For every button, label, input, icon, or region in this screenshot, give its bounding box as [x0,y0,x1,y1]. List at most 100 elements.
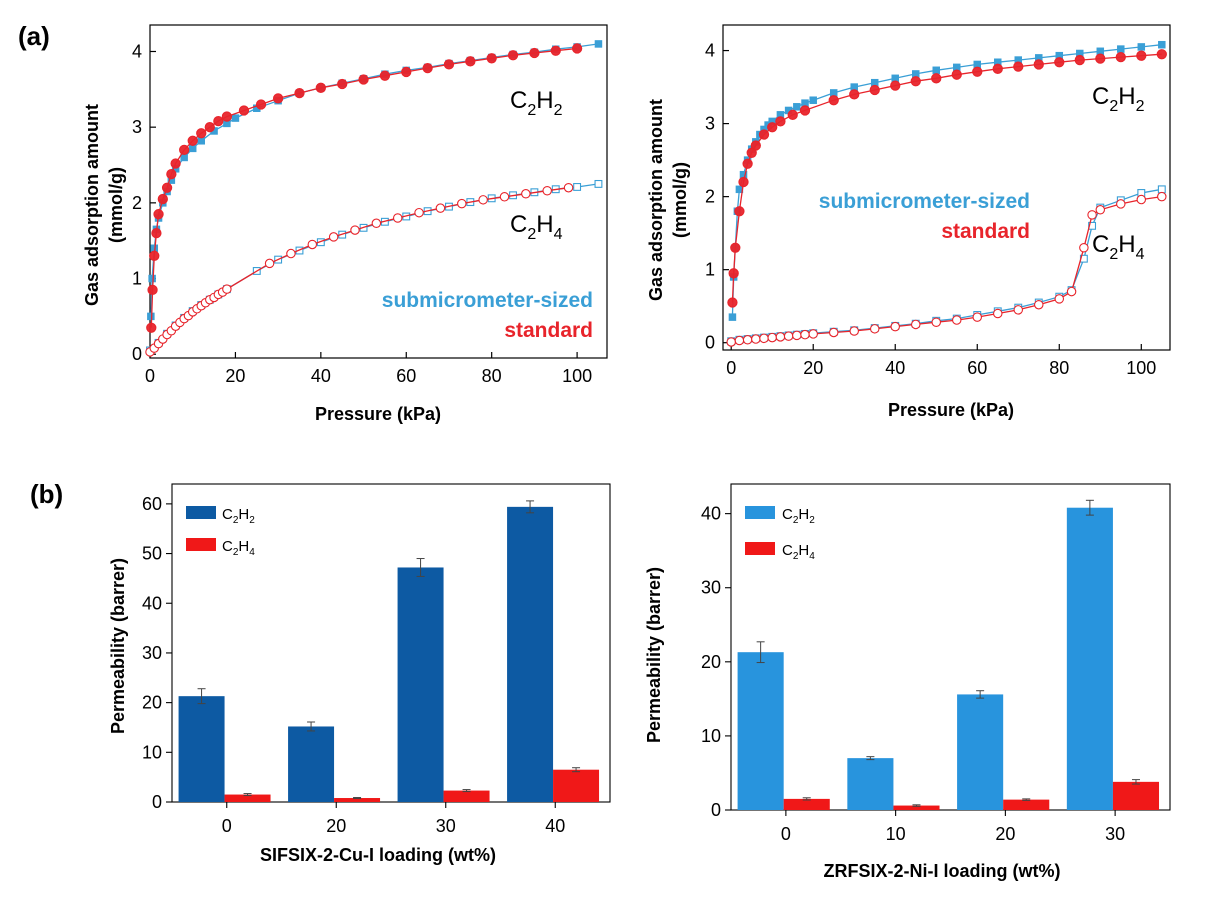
data-point [315,82,326,93]
data-point [478,195,488,205]
data-point [179,144,190,156]
data-point [972,66,983,77]
bar-c2h4-0 [783,798,830,810]
data-point [1054,294,1065,304]
data-point [255,99,267,110]
legend-submicrometer: submicrometer-sized [382,289,593,312]
label-c2h4: C2H4 [510,211,563,243]
y-tick-label: 4 [705,41,715,61]
x-tick-label: 0 [222,816,232,836]
data-point [992,63,1003,74]
error-bar [912,804,921,807]
bar-c2h4-30 [443,790,490,802]
y-tick-label: 0 [152,792,162,812]
x-tick-label: 30 [1105,824,1125,844]
error-bar [243,793,252,797]
y-axis-title-line2: (mmol/g) [106,167,126,243]
bar-c2h4-10 [893,805,940,810]
x-tick-label: 100 [1126,358,1156,378]
legend-swatch-c2h4 [745,542,775,555]
data-point [742,335,753,345]
bar-c2h2-20 [957,694,1004,810]
data-point [728,268,739,279]
error-bar [307,721,316,732]
x-axis-title: Pressure (kPa) [888,400,1014,420]
data-point [147,284,158,296]
data-point [573,183,582,191]
data-point [869,324,880,334]
data-point [828,95,839,106]
data-point [808,329,818,339]
plot-frame [171,483,611,803]
y-axis-title: Permeability (barrer) [644,567,664,743]
data-point [730,242,741,253]
data-point [809,96,817,104]
data-point [529,47,540,59]
data-point [793,103,801,111]
data-point [443,59,455,70]
data-point [931,73,942,84]
data-point [1079,243,1089,253]
x-axis-title: SIFSIX-2-Cu-I loading (wt%) [260,845,496,865]
data-point [1074,54,1085,66]
series-line [150,43,599,317]
error-bar [353,797,362,800]
y-axis-title-line2: (mmol/g) [670,162,690,238]
data-point [149,250,160,261]
bar-c2h2-10 [847,758,894,810]
data-point [787,109,798,120]
data-point [738,176,749,188]
series-c2h4-standard [726,191,1167,347]
error-bar [1131,779,1140,785]
data-point [1157,191,1167,202]
error-bar [1022,798,1031,801]
data-point [775,332,786,342]
data-point [204,122,215,133]
y-tick-label: 50 [142,544,162,564]
plot-frame [730,483,1171,811]
data-point [350,225,360,235]
data-point [422,62,433,74]
y-tick-label: 2 [132,193,142,213]
x-tick-label: 80 [482,366,502,386]
data-point [792,330,802,341]
legend-c2h2: C2H2 [222,506,255,526]
y-axis-title-line1: Gas adsorption amount [646,99,666,301]
x-tick-label: 30 [436,816,456,836]
data-point [1156,49,1167,60]
data-point [221,111,233,122]
y-tick-label: 30 [142,643,162,663]
data-point [146,322,157,333]
chart-permeability-left: C2H2 C2H4 SIFSIX-2-Cu-I loading (wt%) Pe… [108,483,611,865]
data-point [170,158,181,169]
x-tick-label: 0 [726,358,736,378]
legend-swatch-c2h2 [186,506,216,519]
legend-c2h4: C2H4 [782,542,815,562]
data-point [1054,57,1065,68]
data-point [401,66,412,78]
bar-c2h2-0 [737,652,784,810]
y-tick-label: 4 [132,41,142,61]
data-point [161,182,173,193]
plot-frame [149,24,608,359]
y-axis-title: Permeability (barrer) [108,558,128,734]
x-tick-label: 10 [886,824,906,844]
data-point [465,56,476,67]
plot-frame [722,24,1171,351]
y-tick-label: 30 [701,578,721,598]
x-axis-title: Pressure (kPa) [315,404,441,424]
data-point [1136,194,1147,205]
y-axis-title-line1: Gas adsorption amount [82,104,102,306]
y-axis-title: Gas adsorption amount (mmol/g) [646,99,690,301]
bar-c2h4-30 [1112,781,1160,810]
data-point [742,158,753,169]
y-tick-label: 20 [701,652,721,672]
data-point [910,319,921,330]
data-point [222,284,232,294]
x-tick-label: 40 [885,358,905,378]
error-bar [462,789,471,793]
data-point [1137,43,1146,51]
data-point [1033,59,1044,70]
data-point [1116,199,1126,209]
